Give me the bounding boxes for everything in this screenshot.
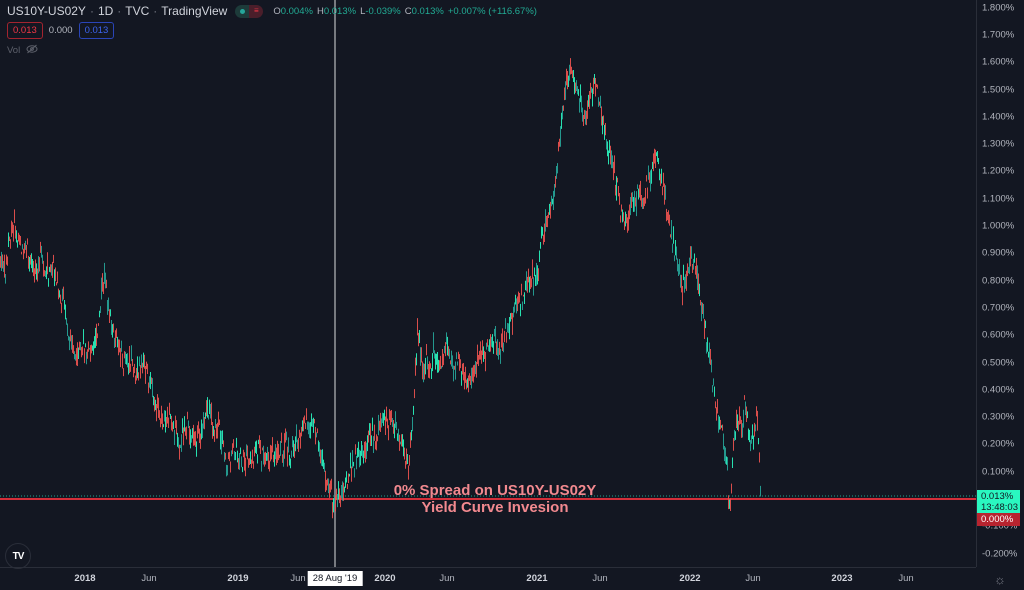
y-axis-tick: 1.500%: [982, 84, 1015, 95]
legend-symbol[interactable]: US10Y-US02Y: [7, 4, 86, 18]
y-axis-tick: 0.500%: [982, 357, 1015, 368]
y-axis-tick: 0.600%: [982, 329, 1015, 341]
y-axis-tick: 0.700%: [982, 302, 1015, 314]
buy-button[interactable]: 0.013: [78, 22, 115, 39]
ohlc-change: +0.007% (+116.67%): [447, 5, 537, 17]
time-axis[interactable]: 2018 Jun 2019 Jun 2020 Jun 2021 Jun 2022 Jun 2023 J…: [0, 567, 976, 590]
horizontal-line-price-tag: 0.000%: [977, 513, 1020, 526]
y-axis-tick: 1.200%: [982, 165, 1015, 177]
x-axis-tick: Jun: [592, 573, 608, 584]
eye-hidden-icon[interactable]: [26, 44, 38, 57]
y-axis-tick: 1.700%: [982, 29, 1015, 41]
legend-interval[interactable]: 1D: [97, 4, 114, 18]
sell-button[interactable]: 0.013: [7, 22, 43, 39]
y-axis-tick: 0.200%: [982, 438, 1015, 450]
x-axis-tick: 2023: [831, 573, 853, 584]
volume-label[interactable]: Vol: [7, 45, 21, 56]
x-axis-tick: Jun: [439, 573, 455, 584]
y-axis-tick: 1.800%: [982, 2, 1015, 14]
last-price-value: 0.013%: [981, 491, 1014, 502]
gear-icon[interactable]: ☼: [994, 572, 1006, 587]
y-axis-tick: 1.400%: [982, 111, 1015, 123]
y-axis-tick: 1.100%: [982, 193, 1015, 205]
crosshair-date-label: 28 Aug '19: [307, 571, 363, 586]
ohlc-close: C0.013%: [404, 5, 444, 17]
y-axis-tick: 0.800%: [982, 275, 1015, 287]
x-axis-tick: Jun: [745, 573, 761, 584]
y-axis-tick: 1.000%: [982, 220, 1015, 232]
trade-buttons-row: 0.013 0.000 0.013: [7, 22, 115, 39]
x-axis-tick: 2022: [679, 573, 701, 584]
separator: ·: [117, 4, 122, 18]
chart-annotation-text[interactable]: 0% Spread on US10Y-US02Y Yield Curve Inv…: [300, 482, 690, 516]
data-delay-icon: ≡: [249, 4, 264, 18]
last-price-tag: 0.013% 13:48:03: [977, 490, 1020, 514]
y-axis-tick: 0.400%: [982, 384, 1015, 396]
y-axis-tick: -0.200%: [982, 548, 1018, 560]
y-axis-tick: 0.300%: [982, 411, 1015, 423]
chart-pane[interactable]: [0, 0, 976, 567]
bar-countdown: 13:48:03: [981, 502, 1018, 513]
x-axis-tick: 2018: [74, 573, 96, 584]
separator: ·: [89, 4, 94, 18]
ohlc-open: O0.004%: [273, 5, 313, 17]
x-axis-tick: Jun: [290, 573, 306, 584]
x-axis-tick: Jun: [141, 573, 157, 584]
y-axis-tick: -0.100%: [982, 520, 1018, 532]
separator: ·: [153, 4, 158, 18]
x-axis-tick: Jun: [898, 573, 914, 584]
x-axis-tick: 2019: [227, 573, 249, 584]
market-open-icon: [235, 4, 250, 18]
ohlc-low: L-0.039%: [360, 5, 401, 17]
y-axis-tick: 1.300%: [982, 138, 1015, 150]
volume-indicator-row: Vol: [7, 44, 38, 57]
x-axis-tick: 2021: [526, 573, 548, 584]
annotation-line-1: 0% Spread on US10Y-US02Y: [393, 482, 597, 499]
y-axis-tick: 1.600%: [982, 56, 1015, 68]
chart-legend: US10Y-US02Y · 1D · TVC · TradingView ≡ O…: [7, 4, 541, 18]
price-chart-svg[interactable]: [0, 0, 976, 567]
y-axis-tick: 0.100%: [982, 466, 1015, 478]
ohlc-high: H0.013%: [316, 5, 357, 17]
market-status-pill[interactable]: ≡: [235, 4, 264, 18]
tradingview-logo[interactable]: TV: [5, 543, 31, 569]
annotation-line-2: Yield Curve Invesion: [421, 499, 569, 516]
price-axis[interactable]: 1.800% 1.700% 1.600% 1.500% 1.400% 1.300% 1.20…: [976, 0, 1024, 567]
legend-source: TradingView: [161, 4, 228, 18]
spread-value: 0.000: [48, 25, 73, 36]
y-axis-tick: 0.900%: [982, 247, 1015, 259]
legend-exchange: TVC: [125, 4, 150, 18]
x-axis-tick: 2020: [374, 573, 396, 584]
